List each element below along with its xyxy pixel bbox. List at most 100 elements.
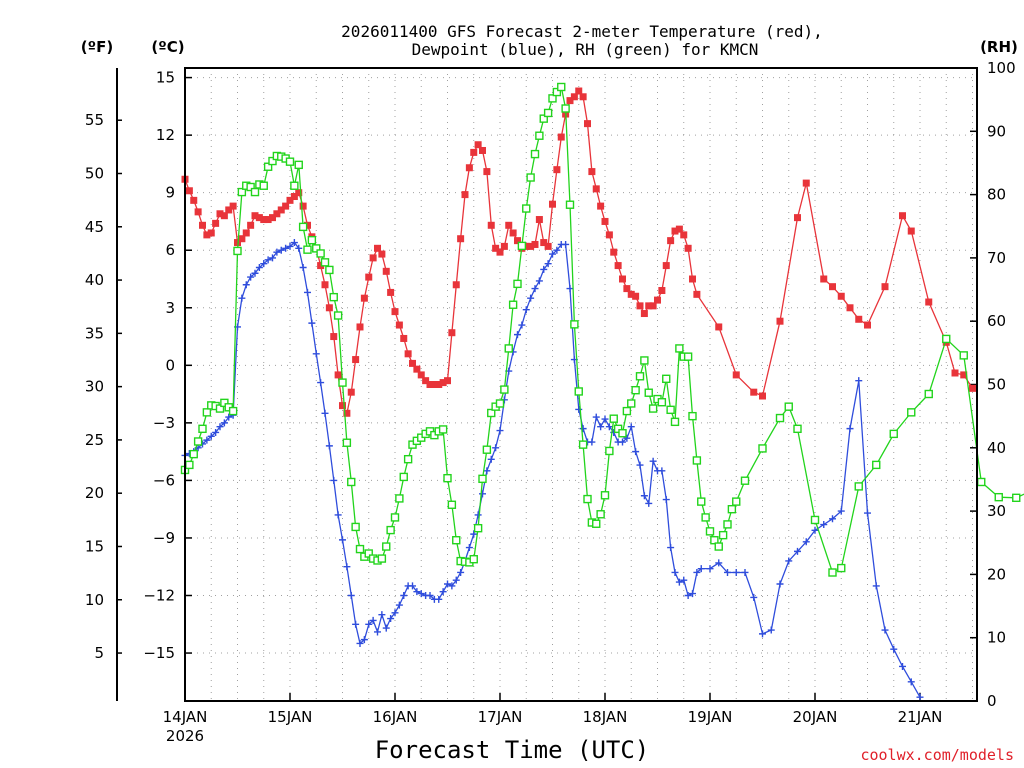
temperature-point [640,310,648,318]
dewpoint-point [562,240,570,248]
temperature-point [295,189,303,197]
rh-tick-label: 20 [987,565,1006,583]
temperature-point [557,133,565,141]
temperature-point [360,294,368,302]
rh-axis-unit: (RH) [980,38,1018,56]
rh-point [631,385,640,395]
rh-point [333,311,343,320]
x-tick-label: 16JAN [373,708,418,726]
rh-point [627,399,636,408]
dewpoint-point [203,436,211,444]
dewpoint-point [741,568,749,576]
rh-point [530,149,540,159]
rh-point [697,497,706,506]
fahrenheit-tick-label: 35 [85,324,104,342]
rh-point [246,182,255,192]
rh-point [320,258,330,267]
celsius-axis: 15 12 9 6 3 0 −3 −6 −9 −12 −15 [143,69,192,662]
rh-point [500,385,509,394]
temperature-point [605,231,613,239]
rh-point [600,491,610,500]
temperature-point [544,242,552,250]
x-tick-label: 19JAN [688,708,733,726]
dewpoint-point [597,423,605,431]
rh-point [1012,493,1021,503]
rh-point [758,444,767,453]
temperature-point [649,302,657,310]
rh-point [342,438,352,447]
temperature-point [527,242,535,250]
temperature-point [658,287,666,295]
temperature-point [899,212,906,220]
rh-point [377,554,387,563]
rh-point [325,265,334,275]
temperature-point [251,212,259,220]
rh-point [395,494,404,503]
dewpoint-point [413,588,421,596]
rh-point [259,181,268,190]
rh-point [574,387,583,396]
temperature-point [776,317,784,325]
dewpoint-point [605,423,613,431]
dewpoint-point [553,246,561,254]
dewpoint-point [640,492,648,500]
rh-point [193,437,203,446]
temperature-point [522,242,530,250]
dewpoint-point [448,582,456,590]
celsius-tick-label: 15 [156,69,175,87]
rh-point [714,542,723,551]
rh-point [648,404,658,413]
dewpoint-point [457,568,465,576]
dewpoint-line [184,241,921,698]
temperature-point [487,221,495,229]
temperature-point [422,377,430,385]
temperature-point [452,281,460,289]
fahrenheit-tick-label: 45 [85,218,104,236]
fahrenheit-axis-unit: (ºF) [81,38,113,56]
temperature-point [444,377,451,385]
rh-point [548,94,557,103]
rh-point [592,519,601,528]
temperature-point [846,304,854,312]
rh-point [513,279,522,289]
dewpoint-point [662,496,670,504]
temperature-point [273,210,281,218]
temperature-point [417,371,425,379]
dewpoint-point [251,269,259,277]
dewpoint-point [549,250,556,258]
dewpoint-point [479,490,486,498]
temperature-point [321,281,329,289]
rh-point [977,477,986,487]
dewpoint-point [343,563,351,571]
dewpoint-point [395,601,403,609]
temperature-point [732,371,740,379]
temperature-point [829,283,836,291]
rh-tick-label: 0 [987,692,997,710]
rh-point [390,513,400,522]
rh-point [307,235,317,245]
fahrenheit-tick-label: 5 [94,644,104,662]
temperature-point [579,93,587,101]
temperature-point [352,356,360,364]
dewpoint-point [247,273,255,281]
temperature-point [395,321,403,329]
temperature-point [190,196,198,204]
rh-point [522,204,531,213]
dewpoint-point [295,244,303,252]
rh-point [355,544,365,554]
temperature-point [479,146,486,154]
dewpoint-point [286,242,294,250]
temperature-point [627,290,635,298]
dewpoint-point [487,455,495,463]
temperature-point [601,217,609,225]
rh-point [386,525,395,535]
temperature-point [255,214,263,222]
temperature-point [802,179,810,187]
temperature-point [588,168,596,176]
dewpoint-point [391,609,399,617]
temperature-point [330,333,338,341]
dewpoint-point [899,662,906,670]
x-tick-label: 18JAN [583,708,628,726]
temperature-point [194,208,202,216]
rh-tick-label: 60 [987,312,1006,330]
